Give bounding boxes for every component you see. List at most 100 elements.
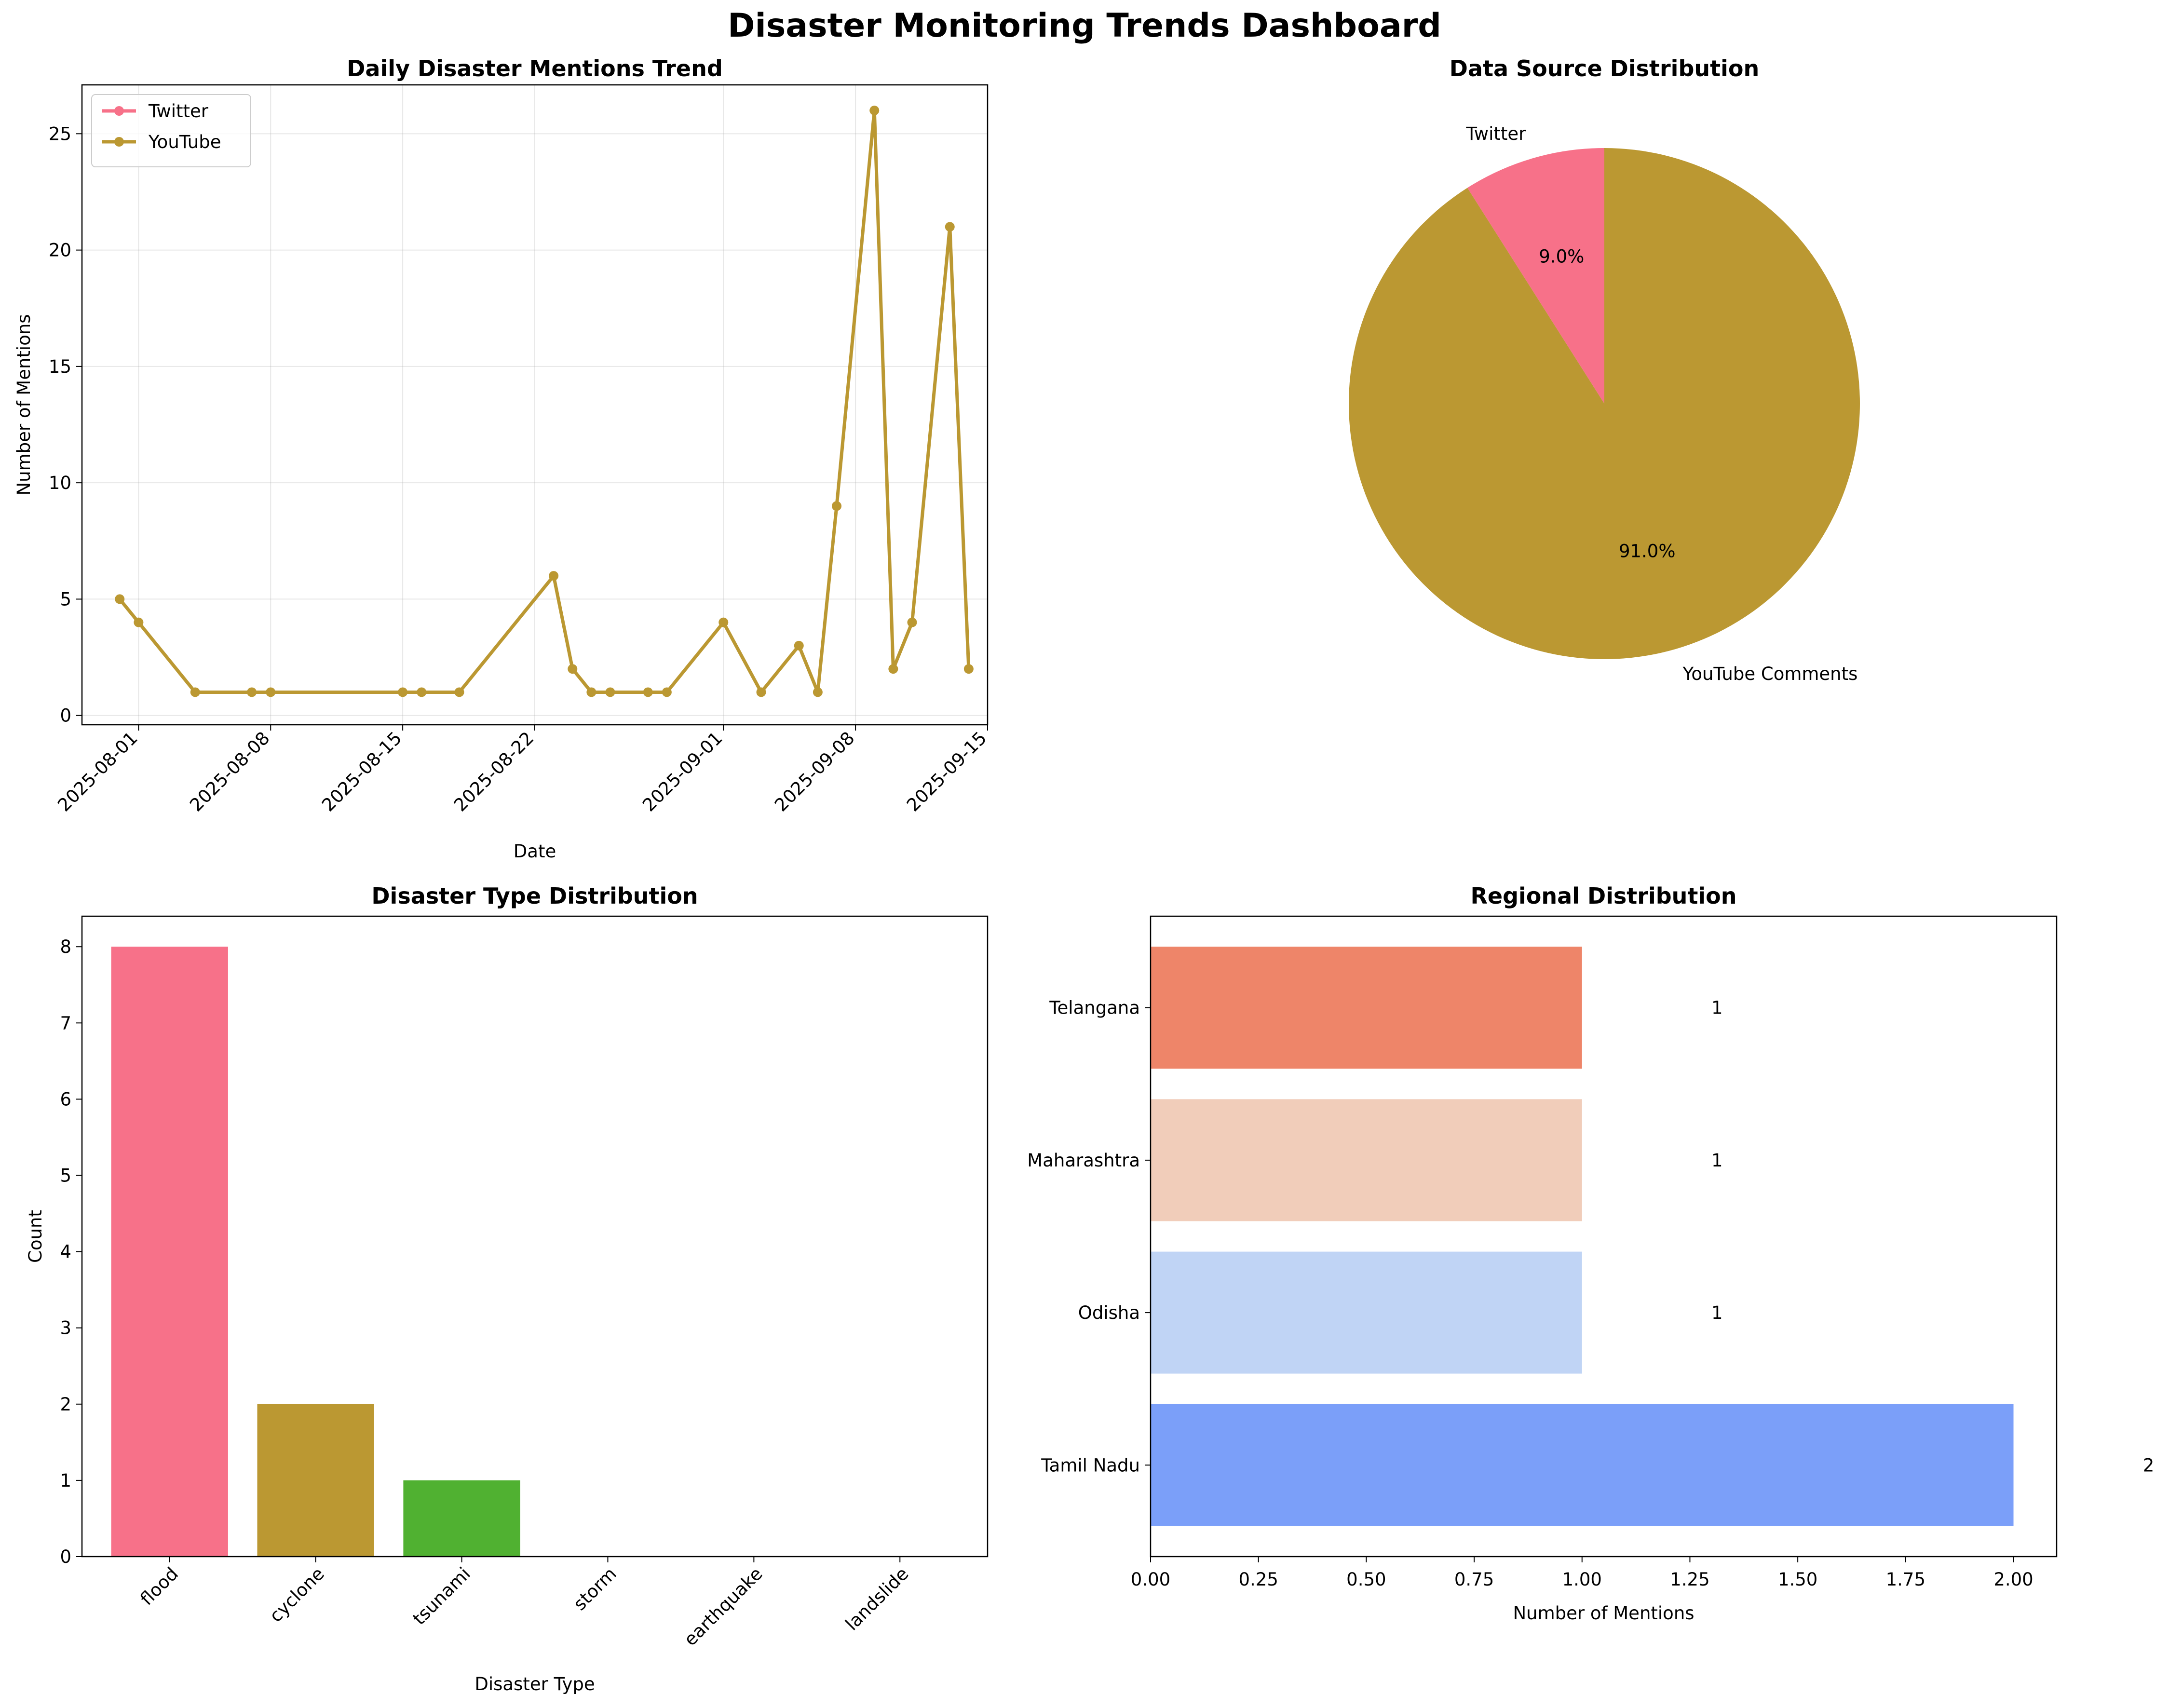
chart-title: Disaster Type Distribution <box>371 883 698 909</box>
data-point <box>398 687 408 697</box>
x-tick-label: cyclone <box>265 1563 328 1627</box>
y-tick-label: 20 <box>49 240 71 261</box>
hbar-odisha <box>1151 1251 1582 1374</box>
y-tick-label: Odisha <box>1078 1302 1140 1323</box>
data-point <box>417 687 427 697</box>
x-tick-label: 2025-09-08 <box>771 728 858 815</box>
chart-title: Regional Distribution <box>1470 883 1736 909</box>
chart-title: Daily Disaster Mentions Trend <box>347 55 723 81</box>
data-point <box>247 687 257 697</box>
x-tick-label: 0.00 <box>1131 1569 1170 1590</box>
y-axis-label: Count <box>25 1210 46 1263</box>
bar-tsunami <box>403 1480 520 1557</box>
x-tick-label: 2025-09-01 <box>638 728 726 815</box>
y-tick-label: 5 <box>60 1166 71 1186</box>
y-tick-label: 3 <box>60 1318 71 1339</box>
y-tick-label: Maharashtra <box>1027 1150 1140 1171</box>
x-tick-label: 2025-09-15 <box>903 728 990 815</box>
legend: Twitter YouTube <box>91 94 251 167</box>
x-tick-label: tsunami <box>409 1563 474 1629</box>
y-tick-label: 4 <box>60 1242 71 1262</box>
data-point <box>963 664 974 674</box>
bar-value-label: 1 <box>1711 998 1723 1018</box>
x-tick-label: 0.75 <box>1454 1569 1494 1590</box>
x-axis-label: Number of Mentions <box>1513 1603 1694 1624</box>
data-point <box>907 617 917 627</box>
data-point <box>454 687 464 697</box>
x-tick-label: 2025-08-22 <box>450 728 538 815</box>
series-line-youtube <box>118 108 971 694</box>
pie-label: YouTube Comments <box>1682 664 1858 684</box>
x-tick-label: 1.75 <box>1886 1569 1925 1590</box>
bar-value-label: 1 <box>1711 1150 1723 1171</box>
x-tick-label: 0.50 <box>1346 1569 1386 1590</box>
y-tick-label: Tamil Nadu <box>1041 1455 1140 1476</box>
dashboard-title: Disaster Monitoring Trends Dashboard <box>728 7 1441 45</box>
data-point <box>813 687 823 697</box>
legend-marker <box>114 106 124 116</box>
legend-label: YouTube <box>148 132 221 152</box>
hbar-tamil-nadu <box>1151 1404 2014 1526</box>
pie-label: Twitter <box>1465 123 1526 144</box>
y-tick-label: 7 <box>60 1013 71 1033</box>
y-tick-label: 2 <box>60 1394 71 1415</box>
x-tick-label: flood <box>136 1563 183 1610</box>
bar-value-label: 1 <box>1711 1302 1723 1323</box>
bar-cyclone <box>257 1404 374 1557</box>
data-point <box>945 222 955 232</box>
hbar-maharashtra <box>1151 1099 1582 1221</box>
y-tick-label: 8 <box>60 936 71 957</box>
y-tick-label: 5 <box>60 589 71 610</box>
bar-flood <box>111 947 228 1557</box>
x-tick-label: 2025-08-15 <box>318 728 406 815</box>
data-point <box>568 664 578 674</box>
pie-chart-panel: Twitter 9.0% YouTube Comments 91.0% Data Sou… <box>1349 55 1860 684</box>
x-tick-label: 0.25 <box>1238 1569 1278 1590</box>
x-tick-label: 2.00 <box>1993 1569 2033 1590</box>
data-point <box>115 594 125 604</box>
y-tick-label: Telangana <box>1049 998 1140 1018</box>
line-chart-panel: 2025-08-01 2025-08-08 2025-08-15 2025-08-22… <box>14 55 990 862</box>
x-tick-label: 1.50 <box>1778 1569 1817 1590</box>
x-tick-label: earthquake <box>680 1563 767 1650</box>
data-point <box>643 687 653 697</box>
y-axis-label: Number of Mentions <box>14 314 34 495</box>
x-tick-label: 2025-08-08 <box>186 728 273 815</box>
data-point <box>586 687 596 697</box>
pie-pct-label: 9.0% <box>1539 246 1584 267</box>
x-axis-label: Date <box>514 841 556 862</box>
data-point <box>266 687 276 697</box>
data-point <box>605 687 615 697</box>
bar-chart-panel: 0 1 2 3 4 5 6 7 8 flood cyclone tsunami storm earthqu… <box>25 883 989 1694</box>
hbar-telangana <box>1151 947 1582 1069</box>
y-tick-label: 15 <box>49 356 71 377</box>
pie-slice-1 <box>1349 148 1860 659</box>
data-point <box>662 687 672 697</box>
y-tick-label: 25 <box>49 123 71 144</box>
data-point <box>718 617 729 627</box>
data-point <box>756 687 766 697</box>
bar-value-label: 2 <box>2143 1455 2155 1476</box>
pie-slice-0 <box>1467 148 1604 404</box>
data-point <box>869 106 880 116</box>
legend-label: Twitter <box>148 101 209 122</box>
x-tick-label: landslide <box>841 1563 913 1635</box>
x-axis-label: Disaster Type <box>474 1674 595 1694</box>
y-tick-label: 10 <box>49 473 71 493</box>
chart-title: Data Source Distribution <box>1450 55 1759 81</box>
y-tick-label: 1 <box>60 1470 71 1491</box>
x-tick-label: storm <box>569 1563 621 1614</box>
y-tick-label: 0 <box>60 705 71 726</box>
x-tick-label: 1.00 <box>1562 1569 1602 1590</box>
data-point <box>832 501 841 511</box>
hbar-chart-panel: 0.00 0.25 0.50 0.75 1.00 1.25 1.50 1.75 2.00 Tami… <box>1027 883 2154 1624</box>
plot-frame <box>1150 915 2058 1558</box>
data-point <box>134 617 144 627</box>
y-tick-label: 0 <box>60 1546 71 1567</box>
data-point <box>794 640 804 651</box>
plot-frame <box>81 915 989 1558</box>
y-tick-label: 6 <box>60 1089 71 1110</box>
plot-frame <box>81 84 989 726</box>
x-tick-label: 2025-08-01 <box>54 728 141 815</box>
